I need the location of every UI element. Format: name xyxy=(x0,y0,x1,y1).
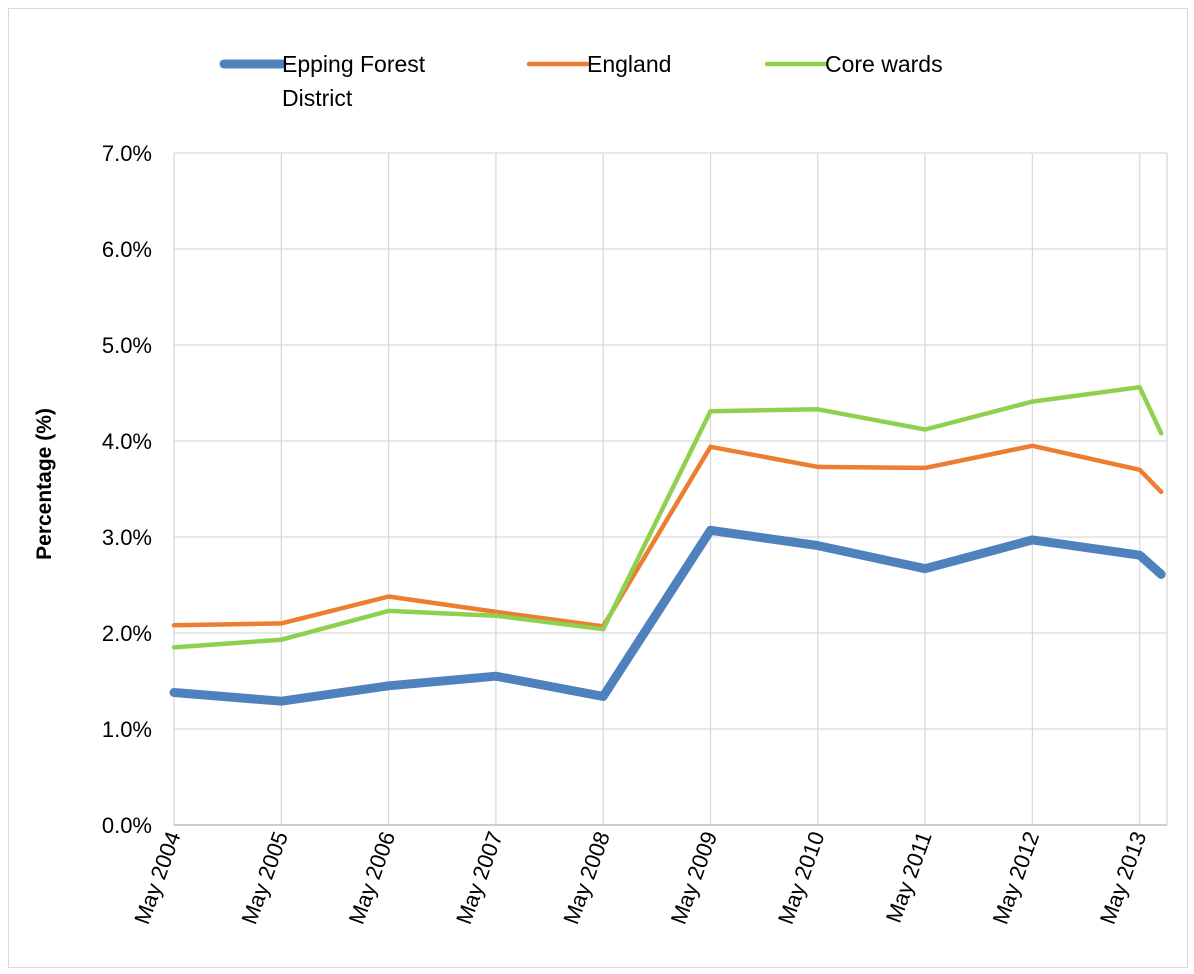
line-chart: 0.0% 1.0% 2.0% 3.0% 4.0% 5.0% 6.0% 7.0% May 200… xyxy=(33,51,1168,928)
x-tick-label: May 2012 xyxy=(988,828,1045,927)
x-tick-label: May 2008 xyxy=(558,828,615,927)
series-line-2 xyxy=(171,443,1164,629)
legend-label: England xyxy=(587,51,671,77)
x-tick-label: May 2006 xyxy=(344,828,401,927)
y-tick-labels: 0.0% 1.0% 2.0% 3.0% 4.0% 5.0% 6.0% 7.0% xyxy=(102,141,152,838)
legend-label: Epping Forest xyxy=(282,51,426,77)
x-tick-label: May 2004 xyxy=(129,828,186,927)
series-line-1 xyxy=(169,525,1166,706)
series-lines xyxy=(169,384,1166,706)
legend-label: District xyxy=(282,85,353,111)
y-tick-label: 3.0% xyxy=(102,525,152,550)
x-tick-label: May 2013 xyxy=(1095,828,1152,927)
y-tick-label: 4.0% xyxy=(102,429,152,454)
grid-lines xyxy=(173,152,1168,826)
x-tick-label: May 2011 xyxy=(881,828,937,926)
legend-label: Core wards xyxy=(825,51,943,77)
y-tick-label: 0.0% xyxy=(102,813,152,838)
x-tick-label: May 2010 xyxy=(773,828,830,927)
y-axis-title: Percentage (%) xyxy=(33,408,56,560)
x-tick-label: May 2005 xyxy=(236,828,293,927)
y-tick-label: 6.0% xyxy=(102,237,152,262)
x-tick-label: May 2009 xyxy=(666,828,723,927)
legend: Epping Forest District England Core wards xyxy=(219,51,943,111)
series-line-3 xyxy=(171,384,1164,650)
x-tick-label: May 2007 xyxy=(451,828,508,927)
chart-frame: 0.0% 1.0% 2.0% 3.0% 4.0% 5.0% 6.0% 7.0% May 200… xyxy=(8,8,1188,968)
y-tick-label: 1.0% xyxy=(102,717,152,742)
y-tick-label: 5.0% xyxy=(102,333,152,358)
y-tick-label: 7.0% xyxy=(102,141,152,166)
y-tick-label: 2.0% xyxy=(102,621,152,646)
x-tick-labels: May 2004 May 2005 May 2006 May 2007 May 2008… xyxy=(129,828,1151,927)
